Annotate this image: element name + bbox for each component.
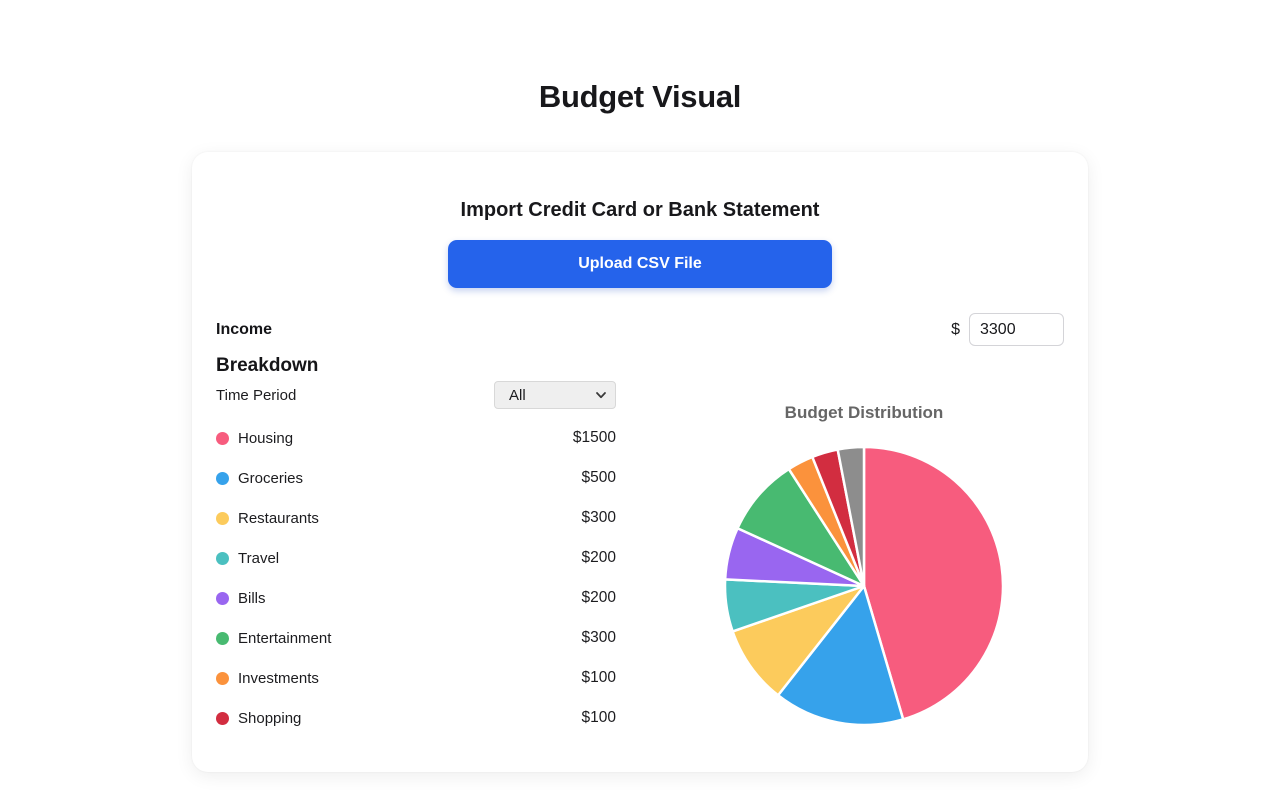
category-amount: $300 <box>581 629 616 646</box>
legend-row: Entertainment $300 <box>216 618 616 658</box>
category-color-dot <box>216 431 229 445</box>
category-label: Restaurants <box>238 509 319 527</box>
category-amount: $1500 <box>572 429 616 446</box>
category-amount: $100 <box>581 669 616 686</box>
time-period-row: Time Period All <box>216 381 616 409</box>
category-label: Entertainment <box>238 629 332 647</box>
category-amount: $200 <box>581 589 616 606</box>
budget-pie-chart <box>724 446 1004 726</box>
time-period-select[interactable]: All <box>494 381 616 409</box>
breakdown-body: Time Period All Housing $1500 <box>216 381 1064 738</box>
chart-column: Budget Distribution <box>616 381 1064 726</box>
category-amount: $300 <box>581 509 616 526</box>
page-title: Budget Visual <box>538 79 742 114</box>
category-label: Bills <box>238 589 266 607</box>
legend-row: Restaurants $300 <box>216 498 616 538</box>
time-period-label: Time Period <box>216 386 297 404</box>
pie-slice <box>836 446 866 588</box>
chart-title: Budget Distribution <box>784 403 944 422</box>
pie-slice-housing <box>862 446 1004 721</box>
pie-slice-entertainment <box>736 467 866 588</box>
time-period-select-wrap: All <box>494 381 616 409</box>
legend-row: Investments $100 <box>216 658 616 698</box>
currency-symbol: $ <box>951 320 960 338</box>
breakdown-heading: Breakdown <box>216 355 319 376</box>
income-label: Income <box>216 320 273 338</box>
legend-row: Housing $1500 <box>216 418 616 458</box>
legend-row: Travel $200 <box>216 538 616 578</box>
legend-row: Shopping $100 <box>216 698 616 738</box>
category-color-dot <box>216 551 229 565</box>
category-color-dot <box>216 631 229 645</box>
main-card: Import Credit Card or Bank Statement Upl… <box>192 152 1088 772</box>
legend-row: Groceries $500 <box>216 458 616 498</box>
income-row: Income $ <box>216 313 1064 346</box>
upload-csv-button[interactable]: Upload CSV File <box>448 240 832 288</box>
category-label: Travel <box>238 549 280 567</box>
category-color-dot <box>216 671 229 685</box>
category-amount: $100 <box>581 709 616 726</box>
category-color-dot <box>216 591 229 605</box>
category-label: Investments <box>238 669 319 687</box>
category-legend-list: Housing $1500 Groceries $500 Restaurants… <box>216 418 616 738</box>
breakdown-left-column: Time Period All Housing $1500 <box>216 381 616 738</box>
category-label: Housing <box>238 429 294 447</box>
import-section-heading: Import Credit Card or Bank Statement <box>460 199 820 221</box>
income-input[interactable] <box>969 313 1064 346</box>
legend-row: Bills $200 <box>216 578 616 618</box>
category-label: Groceries <box>238 469 304 487</box>
chart-block: Budget Distribution <box>724 402 1004 726</box>
category-color-dot <box>216 711 229 725</box>
category-amount: $500 <box>581 469 616 486</box>
category-label: Shopping <box>238 709 302 727</box>
category-color-dot <box>216 471 229 485</box>
pie-slice-restaurants <box>731 584 866 697</box>
category-color-dot <box>216 511 229 525</box>
category-amount: $200 <box>581 549 616 566</box>
income-input-group: $ <box>951 313 1064 346</box>
